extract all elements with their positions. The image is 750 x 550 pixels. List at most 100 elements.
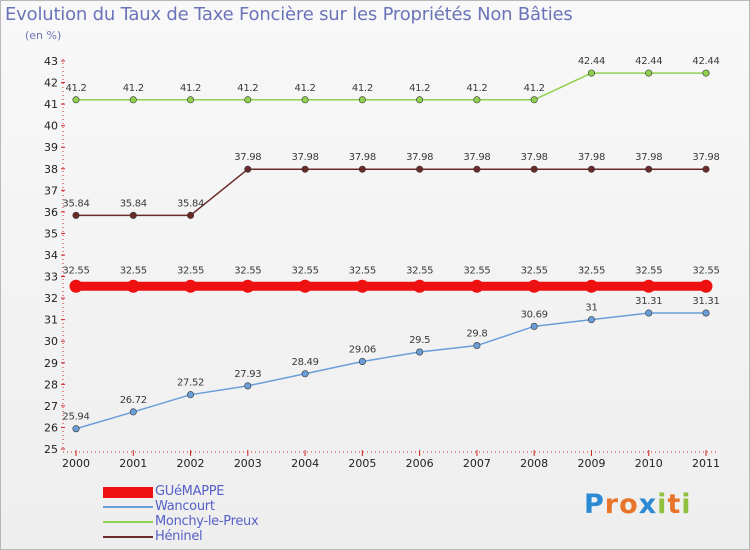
y-tick-label: 40 — [44, 120, 58, 133]
logo-letter: P — [584, 489, 605, 520]
data-label-monchy-le-preux: 42.44 — [578, 56, 605, 67]
y-tick-label: 25 — [44, 443, 58, 456]
data-point-wancourt — [416, 348, 424, 356]
data-point-wancourt — [129, 408, 137, 416]
series-line-wancourt — [75, 312, 706, 430]
data-point-h-ninel — [587, 165, 595, 173]
series-line-monchy-le-preux — [76, 72, 706, 101]
data-label-h-ninel: 37.98 — [463, 152, 490, 163]
data-point-wancourt — [244, 382, 252, 390]
legend-label-monchy: Monchy-le-Preux — [155, 514, 259, 529]
data-label-gu-mappe: 32.55 — [692, 265, 719, 276]
data-point-gu-mappe — [527, 279, 541, 293]
data-point-monchy-le-preux — [187, 96, 195, 104]
legend-label-heninel: Héninel — [155, 529, 203, 544]
data-label-wancourt: 25.94 — [62, 412, 89, 423]
x-tick-label: 2008 — [520, 457, 548, 470]
x-tick-label: 2002 — [177, 457, 205, 470]
data-point-monchy-le-preux — [244, 96, 252, 104]
data-label-gu-mappe: 32.55 — [349, 265, 376, 276]
y-tick-label: 28 — [44, 378, 58, 391]
data-label-gu-mappe: 32.55 — [120, 265, 147, 276]
x-tick-label: 2011 — [692, 457, 720, 470]
data-label-wancourt: 27.52 — [177, 378, 204, 389]
y-tick-label: 36 — [44, 206, 58, 219]
y-tick-label: 39 — [44, 141, 58, 154]
legend-swatch-monchy — [103, 521, 153, 523]
data-point-gu-mappe — [699, 279, 713, 293]
data-point-wancourt — [301, 370, 309, 378]
x-tick-label: 2010 — [635, 457, 663, 470]
data-point-h-ninel — [645, 165, 653, 173]
data-label-monchy-le-preux: 41.2 — [295, 83, 316, 94]
data-point-monchy-le-preux — [358, 96, 366, 104]
data-point-wancourt — [530, 322, 538, 330]
data-point-monchy-le-preux — [702, 69, 710, 77]
data-label-h-ninel: 35.84 — [62, 198, 89, 209]
data-label-gu-mappe: 32.55 — [234, 265, 261, 276]
logo-letter: o — [619, 489, 639, 520]
x-tick-label: 2009 — [577, 457, 605, 470]
data-label-monchy-le-preux: 41.2 — [409, 83, 430, 94]
data-label-wancourt: 29.06 — [349, 344, 376, 355]
legend-label-guemappe: GUéMAPPE — [155, 484, 225, 499]
data-point-h-ninel — [187, 211, 195, 219]
data-point-gu-mappe — [642, 279, 656, 293]
y-tick-label: 26 — [44, 421, 58, 434]
data-point-wancourt — [645, 309, 653, 317]
data-point-h-ninel — [301, 165, 309, 173]
data-label-monchy-le-preux: 42.44 — [635, 56, 662, 67]
y-tick-label: 35 — [44, 227, 58, 240]
logo-letter: i — [681, 489, 692, 520]
x-tick-label: 2001 — [119, 457, 147, 470]
data-label-monchy-le-preux: 41.2 — [65, 83, 86, 94]
data-point-gu-mappe — [470, 279, 484, 293]
logo-letter: t — [667, 489, 682, 520]
data-label-wancourt: 26.72 — [120, 395, 147, 406]
legend-label-wancourt: Wancourt — [155, 499, 215, 514]
proxiti-logo: Proxiti — [584, 489, 692, 520]
y-tick-label: 30 — [44, 335, 58, 348]
data-point-gu-mappe — [241, 279, 255, 293]
data-label-h-ninel: 37.98 — [292, 152, 319, 163]
data-point-monchy-le-preux — [416, 96, 424, 104]
data-label-wancourt: 27.93 — [234, 369, 261, 380]
x-tick-label: 2004 — [291, 457, 319, 470]
data-point-monchy-le-preux — [645, 69, 653, 77]
y-tick-label: 33 — [44, 271, 58, 284]
data-point-h-ninel — [702, 165, 710, 173]
data-label-gu-mappe: 32.55 — [578, 265, 605, 276]
data-label-h-ninel: 37.98 — [349, 152, 376, 163]
data-label-gu-mappe: 32.55 — [463, 265, 490, 276]
chart-title: Evolution du Taux de Taxe Foncière sur l… — [5, 4, 573, 25]
series-line-h-ninel — [76, 168, 706, 217]
y-tick-label: 37 — [44, 184, 58, 197]
data-point-gu-mappe — [355, 279, 369, 293]
data-point-h-ninel — [72, 211, 80, 219]
data-label-gu-mappe: 32.55 — [62, 265, 89, 276]
y-tick-label: 31 — [44, 314, 58, 327]
data-label-gu-mappe: 32.55 — [521, 265, 548, 276]
data-labels: 41.2 41.2 41.2 41.2 41.2 41.2 41.2 41.2 41.2 42.4… — [62, 56, 719, 423]
data-point-wancourt — [187, 391, 195, 399]
data-label-gu-mappe: 32.55 — [406, 265, 433, 276]
data-label-h-ninel: 37.98 — [234, 152, 261, 163]
data-point-h-ninel — [416, 165, 424, 173]
data-point-h-ninel — [473, 165, 481, 173]
y-tick-label: 34 — [44, 249, 58, 262]
data-label-wancourt: 30.69 — [521, 309, 548, 320]
data-point-monchy-le-preux — [72, 96, 80, 104]
y-tick-label: 43 — [44, 55, 58, 68]
x-tick-label: 2006 — [406, 457, 434, 470]
data-point-gu-mappe — [413, 279, 427, 293]
data-point-monchy-le-preux — [301, 96, 309, 104]
data-label-monchy-le-preux: 41.2 — [466, 83, 487, 94]
data-point-gu-mappe — [298, 279, 312, 293]
data-point-h-ninel — [244, 165, 252, 173]
data-label-wancourt: 31.31 — [635, 296, 662, 307]
data-point-gu-mappe — [126, 279, 140, 293]
data-label-monchy-le-preux: 41.2 — [237, 83, 258, 94]
data-label-h-ninel: 35.84 — [177, 198, 204, 209]
legend-swatch-wancourt — [103, 506, 153, 508]
